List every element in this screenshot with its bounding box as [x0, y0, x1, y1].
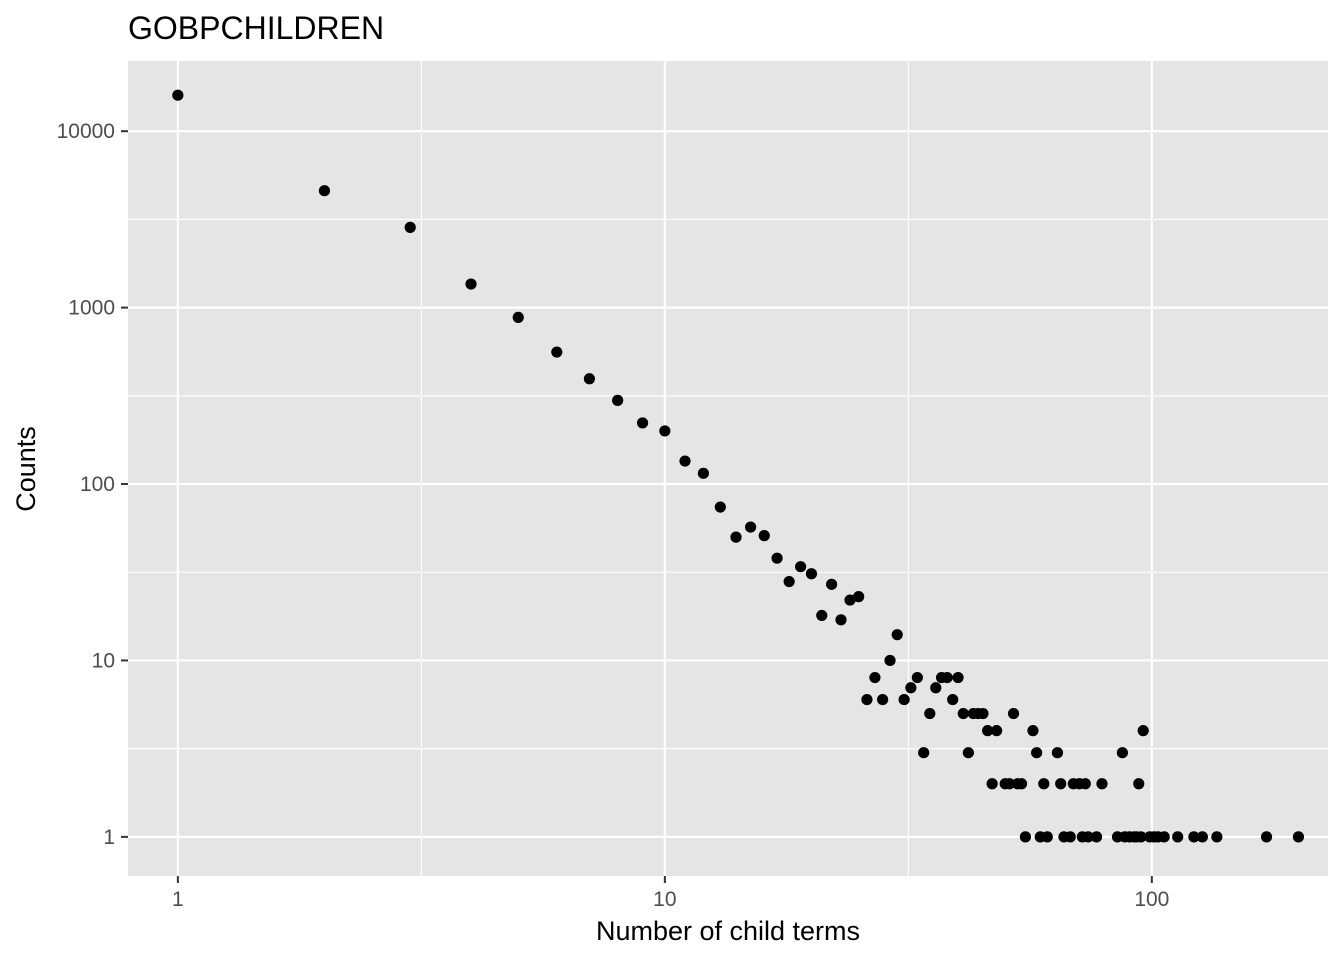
data-point	[952, 671, 964, 684]
data-point	[947, 693, 959, 706]
data-point	[924, 707, 936, 720]
data-point	[977, 707, 989, 720]
data-point	[1064, 831, 1076, 843]
x-tick-label: 100	[1134, 888, 1169, 911]
data-point	[783, 575, 795, 588]
y-tick-label: 100	[80, 473, 115, 496]
data-point	[826, 578, 838, 590]
x-tick-label: 10	[653, 888, 676, 911]
data-point	[697, 467, 710, 479]
minor-grid	[128, 61, 1328, 876]
data-point	[1027, 725, 1039, 737]
data-point	[891, 629, 903, 641]
data-point	[1031, 747, 1043, 759]
y-tick-label: 1	[103, 826, 115, 849]
plot-panel	[128, 61, 1328, 876]
data-point	[1096, 778, 1108, 790]
data-point	[884, 654, 896, 667]
data-point	[583, 373, 596, 385]
data-point	[714, 501, 726, 513]
data-point	[771, 552, 783, 564]
data-point	[1019, 831, 1031, 843]
data-point	[659, 425, 671, 437]
data-point	[636, 417, 649, 429]
data-point	[941, 671, 953, 684]
y-tick-labels: 1 10 100 1000 10000	[57, 120, 115, 849]
data-point	[986, 778, 998, 790]
data-point	[1090, 831, 1103, 843]
data-point	[1196, 831, 1208, 843]
data-point	[758, 530, 770, 542]
data-point	[318, 185, 331, 197]
data-point	[679, 455, 691, 467]
data-point	[1055, 778, 1067, 790]
data-point	[905, 682, 917, 694]
data-point	[1007, 707, 1020, 720]
data-point	[1292, 831, 1305, 843]
y-tick-label: 1000	[68, 297, 115, 320]
data-point	[1003, 778, 1016, 790]
y-tick-label: 10	[92, 649, 115, 672]
data-point	[1038, 778, 1050, 790]
data-point	[1188, 831, 1200, 843]
x-axis-title: Number of child terms	[596, 916, 860, 946]
data-point	[930, 682, 942, 694]
data-point	[1137, 725, 1149, 737]
data-point	[1158, 831, 1170, 843]
data-point	[612, 394, 624, 406]
data-point	[844, 594, 856, 606]
y-axis-title: Counts	[11, 426, 41, 512]
x-tick-labels: 1 10 100	[172, 888, 1169, 911]
data-point	[805, 568, 818, 580]
data-point	[730, 531, 742, 543]
data-point	[404, 221, 416, 233]
data-point	[794, 561, 807, 573]
data-points	[172, 89, 1305, 843]
data-point	[1116, 747, 1128, 759]
data-point	[512, 311, 524, 324]
data-point	[898, 693, 910, 706]
data-point	[1260, 831, 1273, 843]
x-tick-label: 1	[172, 888, 184, 911]
data-point	[1135, 831, 1147, 843]
data-point	[172, 89, 184, 101]
data-point	[835, 614, 847, 626]
data-point	[1051, 747, 1064, 759]
data-point	[1041, 831, 1053, 843]
data-point	[918, 747, 930, 759]
data-point	[982, 725, 994, 737]
chart-title: GOBPCHILDREN	[128, 10, 384, 46]
data-point	[957, 707, 969, 720]
data-point	[745, 521, 757, 533]
data-point	[962, 747, 974, 759]
data-point	[991, 725, 1003, 737]
data-point	[465, 278, 477, 290]
data-point	[1015, 778, 1028, 790]
data-point	[861, 693, 873, 706]
data-point	[1211, 831, 1223, 843]
data-point	[877, 693, 889, 706]
data-point	[1133, 778, 1145, 790]
axis-ticks	[121, 130, 1153, 883]
data-point	[816, 609, 828, 622]
data-point	[551, 346, 563, 358]
data-point	[1082, 831, 1094, 843]
data-point	[1172, 831, 1184, 843]
y-tick-label: 10000	[57, 120, 115, 143]
data-point	[1079, 778, 1091, 790]
data-point	[911, 671, 923, 684]
data-point	[869, 671, 881, 684]
data-point	[853, 591, 865, 603]
